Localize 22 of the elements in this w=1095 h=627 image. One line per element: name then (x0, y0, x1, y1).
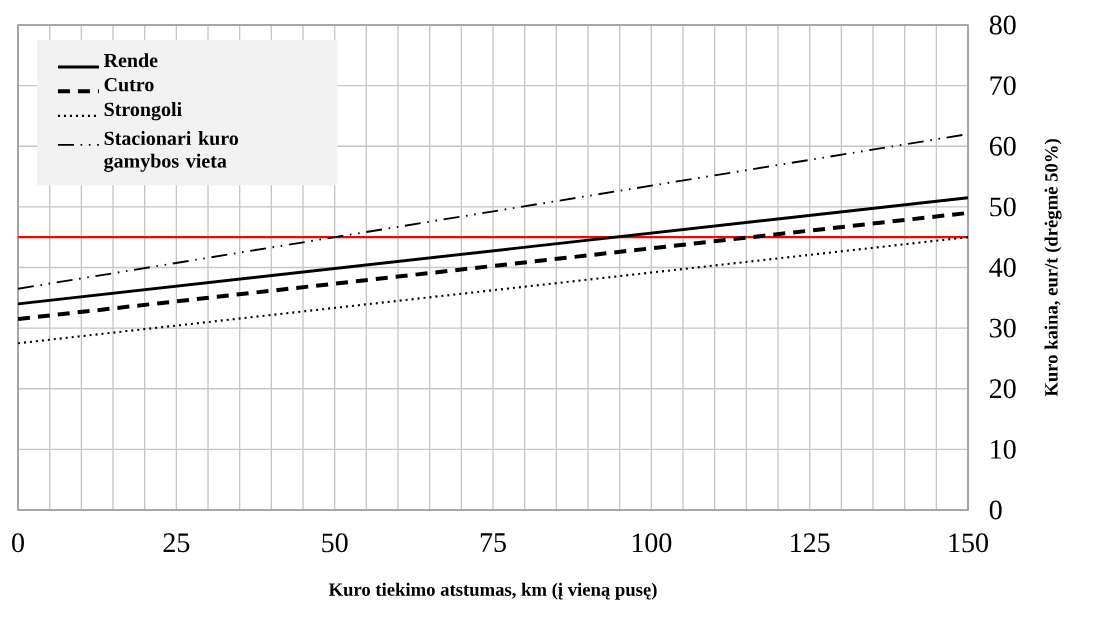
x-tick-label: 100 (632, 533, 672, 553)
y-tick-label: 20 (989, 379, 1016, 399)
y-tick-label: 0 (989, 500, 1002, 520)
y-tick-label: 50 (990, 197, 1016, 217)
legend-label: Stacionari kuro gamybos vieta (104, 131, 239, 172)
y-tick-label: 40 (989, 258, 1016, 277)
x-tick-label: 50 (322, 533, 348, 553)
y-tick-label: 30 (990, 318, 1016, 338)
legend-label: Cutro (104, 77, 154, 92)
x-tick-label: 0 (12, 533, 24, 553)
y-tick-label: 70 (990, 76, 1016, 96)
x-tick-label: 25 (163, 533, 190, 553)
y-tick-label: 10 (991, 439, 1016, 459)
legend-label: Rende (103, 53, 158, 68)
y-axis-title: Kuro kaina, eur/t (drėgmė 50%) (1044, 139, 1062, 397)
legend-label: Strongoli (104, 102, 182, 121)
x-tick-label: 125 (791, 533, 830, 553)
x-tick-label: 150 (949, 533, 988, 553)
x-tick-label: 75 (480, 533, 506, 552)
y-tick-label: 60 (989, 136, 1016, 156)
y-tick-label: 80 (989, 15, 1016, 35)
x-axis-title: Kuro tiekimo atstumas, km (į vieną pusę) (328, 582, 657, 600)
